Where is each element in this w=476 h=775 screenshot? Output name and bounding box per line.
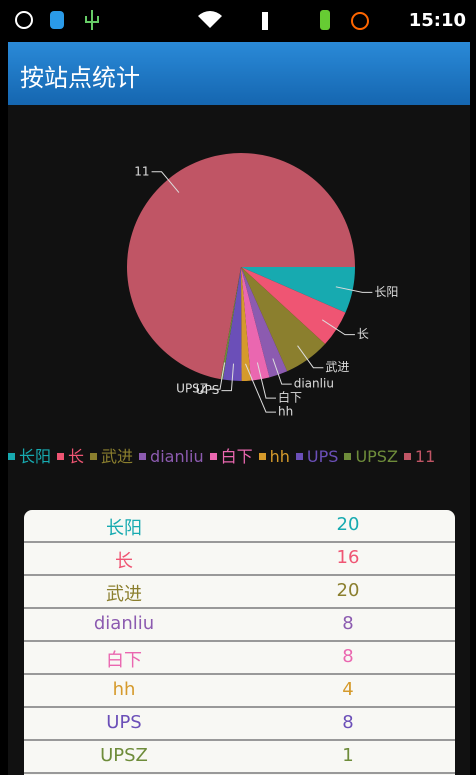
legend-swatch — [344, 453, 352, 460]
slice-label: UPSZ — [176, 382, 208, 396]
legend-swatch — [90, 453, 98, 460]
pie-slice — [241, 267, 270, 381]
station-name: dianliu — [93, 613, 155, 634]
legend-swatch — [295, 453, 303, 460]
table-row: UPSZ 1 — [24, 741, 455, 774]
table-row: UPS 8 — [24, 708, 455, 741]
table-row: 长阳 20 — [24, 510, 455, 543]
leader-line — [297, 345, 324, 369]
leader-line — [335, 286, 373, 293]
station-count: 8 — [342, 613, 354, 634]
legend-label: 11 — [414, 447, 436, 466]
station-count: 4 — [342, 679, 354, 700]
station-count: 16 — [336, 547, 360, 568]
station-name: 长阳 — [106, 518, 142, 539]
icon — [50, 11, 64, 29]
legend-swatch — [8, 453, 15, 460]
battery-icon — [320, 10, 330, 30]
icon — [85, 10, 99, 30]
legend-item: dianliu — [139, 447, 204, 466]
station-count: 20 — [336, 580, 360, 601]
slice-label: 白下 — [278, 390, 302, 405]
legend-swatch — [403, 453, 411, 460]
status-icons-right — [320, 10, 369, 30]
station-count: 8 — [342, 646, 354, 667]
table-row: dianliu 8 — [24, 609, 455, 642]
legend-item: hh — [258, 447, 290, 466]
legend: 长阳长武进 dianliu 白下 hh UPS UPSZ 11 — [8, 447, 470, 466]
app-title: 按站点统计 — [20, 64, 140, 92]
legend-swatch — [57, 453, 65, 460]
slice-label: UPS — [196, 383, 220, 397]
icon — [15, 11, 33, 29]
slice-label: dianliu — [294, 377, 334, 391]
slice-label: 11 — [134, 164, 149, 178]
pie-slice — [220, 267, 241, 380]
table-row: hh 4 — [24, 675, 455, 708]
legend-label: UPSZ — [355, 447, 398, 466]
legend-item: UPSZ — [344, 447, 398, 466]
legend-swatch — [209, 453, 217, 460]
clock: 15:10 — [408, 10, 466, 31]
legend-swatch — [258, 453, 266, 460]
station-name: hh — [112, 679, 136, 700]
pie-slice — [241, 267, 251, 381]
leader-line — [245, 363, 276, 413]
legend-label: hh — [269, 447, 290, 466]
legend-label: UPS — [306, 447, 339, 466]
station-name: UPS — [106, 712, 142, 733]
legend-swatch — [139, 453, 147, 460]
leader-line — [272, 358, 292, 385]
slice-label: 长阳 — [374, 285, 398, 299]
leader-line — [221, 363, 235, 392]
table: 长阳20长16武进20dianliu8白下8hh4UPS8UPSZ111220 — [24, 510, 455, 775]
icon — [198, 11, 222, 28]
status-icons — [15, 10, 268, 30]
leader-line — [256, 362, 276, 399]
chart-area: 长阳长武进 dianliu 白下 hh UPS UPSZ 11 长阳长武进 dianliu 白下… — [8, 105, 470, 500]
icon — [262, 12, 268, 30]
legend-label: 长 — [68, 447, 85, 466]
pie-slice — [222, 267, 242, 381]
legend-item: 白下 — [209, 447, 253, 466]
table-row: 武进 20 — [24, 576, 455, 609]
station-count: 1 — [342, 745, 354, 766]
station-count: 20 — [336, 514, 360, 535]
leader-line — [210, 362, 226, 390]
legend-item: 长 — [57, 447, 84, 466]
slice-label: 武进 — [325, 360, 349, 374]
station-name: 白下 — [106, 650, 142, 671]
pie-slice — [241, 267, 326, 372]
station-name: 长 — [115, 551, 133, 572]
legend-label: dianliu — [150, 447, 204, 466]
station-count: 8 — [342, 712, 354, 733]
status-bar: 15:10 — [0, 0, 476, 42]
station-name: UPSZ — [100, 745, 148, 766]
legend-item: 武进 — [90, 447, 133, 466]
app-bar: 按站点统计 — [8, 42, 470, 105]
legend-item: 长阳 — [8, 447, 51, 466]
legend-item: 11 — [403, 447, 436, 466]
slice-label: 长 — [357, 327, 369, 341]
slice-label: hh — [278, 405, 293, 419]
station-name: 武进 — [106, 584, 142, 605]
pie-slice — [241, 267, 346, 345]
leader-line — [321, 319, 355, 336]
table-row: 长 16 — [24, 543, 455, 576]
leader-line — [151, 171, 180, 193]
legend-item: UPS — [295, 447, 339, 466]
pie-slice — [241, 267, 288, 378]
table-row: 白下 8 — [24, 642, 455, 675]
alarm-icon — [351, 12, 369, 30]
legend-label: 长阳 — [19, 447, 52, 466]
legend-label: 白下 — [220, 447, 253, 466]
legend-label: 武进 — [101, 447, 134, 466]
pie-slice — [241, 267, 355, 313]
pie-slice — [126, 152, 355, 380]
